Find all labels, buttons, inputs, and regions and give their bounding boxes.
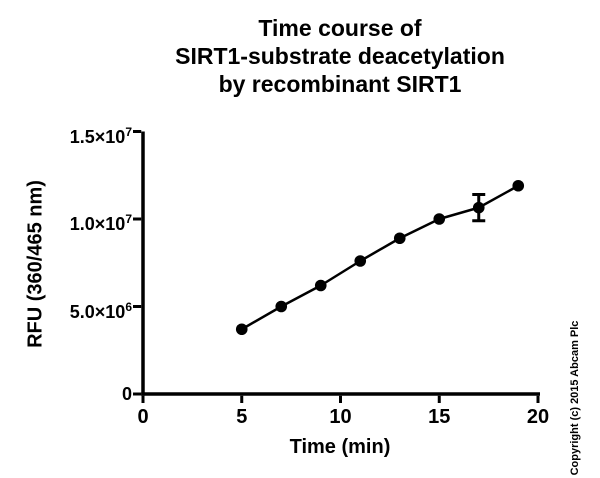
x-axis-title: Time (min) xyxy=(289,436,391,458)
y-tick-label: 5.0×106 xyxy=(69,299,132,322)
data-point xyxy=(354,255,367,267)
x-tick-label: 10 xyxy=(329,406,352,428)
y-tick-label: 1.0×107 xyxy=(69,212,132,234)
data-point xyxy=(472,201,485,214)
series-line xyxy=(240,184,520,331)
data-point xyxy=(235,323,248,336)
chart-title: Time course of SIRT1-substrate deacetyla… xyxy=(175,15,505,97)
x-tick-label: 5 xyxy=(236,406,248,428)
data-point xyxy=(433,213,446,225)
data-point xyxy=(393,232,406,245)
data-point xyxy=(314,279,327,292)
x-tick-label: 15 xyxy=(428,406,451,428)
x-tick-label: 20 xyxy=(526,406,550,428)
data-point xyxy=(275,300,288,313)
x-tick-label: 0 xyxy=(137,406,149,428)
y-tick-label: 0 xyxy=(121,384,132,404)
copyright-text: Copyright (c) 2015 Abcam Plc xyxy=(569,320,581,476)
y-tick-label: 1.5×107 xyxy=(69,124,132,147)
data-point xyxy=(512,179,525,192)
